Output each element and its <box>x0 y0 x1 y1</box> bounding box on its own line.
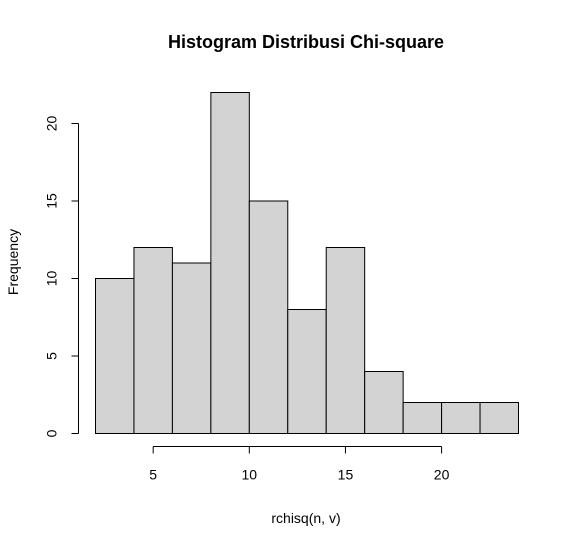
y-axis: 0 5 10 15 20 <box>44 116 79 437</box>
x-axis: 5 10 15 20 <box>149 446 450 483</box>
histogram-bar <box>287 309 327 434</box>
y-tick-label: 5 <box>44 352 60 360</box>
histogram-bar <box>171 262 212 434</box>
histogram-bar <box>364 371 404 434</box>
histogram-bar <box>133 247 173 434</box>
x-tick-label: 15 <box>338 467 354 483</box>
histogram-bar <box>479 402 519 434</box>
y-axis-label: Frequency <box>5 229 21 295</box>
histogram-bar <box>441 402 481 434</box>
histogram-bar <box>248 200 289 434</box>
x-axis-label: rchisq(n, v) <box>271 510 340 526</box>
y-tick-label: 20 <box>44 116 60 132</box>
chart-title: Histogram Distribusi Chi-square <box>168 32 444 52</box>
histogram-bar <box>95 278 135 434</box>
histogram-bar <box>402 402 443 434</box>
x-tick-label: 20 <box>434 467 450 483</box>
y-tick-label: 10 <box>44 271 60 287</box>
y-tick-label: 0 <box>44 429 60 437</box>
bars-group <box>95 92 519 434</box>
x-tick-label: 10 <box>242 467 258 483</box>
histogram-bar <box>210 92 250 434</box>
x-tick-label: 5 <box>149 467 157 483</box>
histogram-bar <box>325 247 366 434</box>
y-tick-label: 15 <box>44 193 60 209</box>
